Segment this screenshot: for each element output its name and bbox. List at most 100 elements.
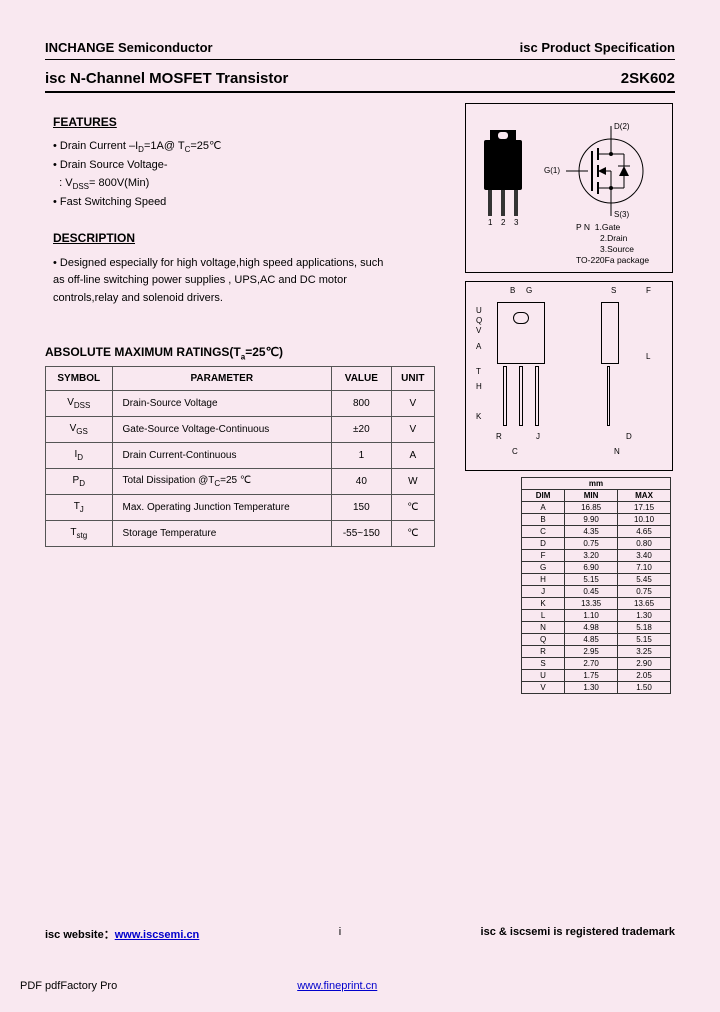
dim-cell: J xyxy=(522,586,565,598)
table-row: A16.8517.15 xyxy=(522,502,671,514)
col-parameter: PARAMETER xyxy=(112,366,332,390)
dim-cell: Q xyxy=(522,634,565,646)
cell-unit: W xyxy=(391,468,434,494)
table-row: TJMax. Operating Junction Temperature150… xyxy=(46,494,435,520)
cell-value: 800 xyxy=(332,390,392,416)
dim-cell: 5.15 xyxy=(565,574,618,586)
dim-cell: 17.15 xyxy=(618,502,671,514)
dim-cell: G xyxy=(522,562,565,574)
cell-value: 40 xyxy=(332,468,392,494)
mech-front-view xyxy=(491,302,551,447)
table-row: PDTotal Dissipation @TC=25 ℃40W xyxy=(46,468,435,494)
pdf-footer: PDF pdfFactory Pro www.fineprint.cn xyxy=(20,980,700,992)
table-row: TstgStorage Temperature-55~150℃ xyxy=(46,520,435,546)
dim-cell: 2.70 xyxy=(565,658,618,670)
dim-cell: D xyxy=(522,538,565,550)
dim-cell: 4.35 xyxy=(565,526,618,538)
datasheet-page: INCHANGE Semiconductor isc Product Speci… xyxy=(0,0,720,1012)
pdf-label: PDF pdfFactory Pro xyxy=(20,980,117,992)
table-row: F3.203.40 xyxy=(522,550,671,562)
dim-header: mm xyxy=(522,478,671,490)
schematic-symbol: D(2) G(1) S(3) xyxy=(566,126,656,216)
table-row: Q4.855.15 xyxy=(522,634,671,646)
cell-value: ±20 xyxy=(332,416,392,442)
dim-cell: A xyxy=(522,502,565,514)
cell-value: 1 xyxy=(332,442,392,468)
table-row: V1.301.50 xyxy=(522,682,671,694)
fineprint-link[interactable]: www.fineprint.cn xyxy=(297,980,377,992)
dim-col: DIM xyxy=(522,490,565,502)
dim-cell: 5.15 xyxy=(618,634,671,646)
col-symbol: SYMBOL xyxy=(46,366,113,390)
mech-side-view xyxy=(601,302,651,447)
cell-symbol: Tstg xyxy=(46,520,113,546)
header-company: INCHANGE Semiconductor xyxy=(45,40,213,55)
pin-labels: P N 1.Gate 2.Drain 3.Source TO-220Fa pac… xyxy=(576,222,649,266)
cell-symbol: TJ xyxy=(46,494,113,520)
lead-label: 1 xyxy=(488,218,492,227)
cell-symbol: ID xyxy=(46,442,113,468)
cell-unit: ℃ xyxy=(391,494,434,520)
table-row: U1.752.05 xyxy=(522,670,671,682)
col-value: VALUE xyxy=(332,366,392,390)
cell-unit: A xyxy=(391,442,434,468)
table-row: L1.101.30 xyxy=(522,610,671,622)
feature-item: : VDSS= 800V(Min) xyxy=(45,175,385,194)
description-section: DESCRIPTION • Designed especially for hi… xyxy=(45,229,385,307)
package-icon: 1 2 3 xyxy=(480,130,526,210)
table-row: VDSSDrain-Source Voltage800V xyxy=(46,390,435,416)
dim-cell: K xyxy=(522,598,565,610)
footer-right: isc & iscsemi is registered trademark xyxy=(481,926,675,942)
terminal-g: G(1) xyxy=(544,166,560,175)
cell-unit: V xyxy=(391,390,434,416)
dim-cell: 0.75 xyxy=(618,586,671,598)
description-text: • Designed especially for high voltage,h… xyxy=(45,255,385,308)
dim-cell: V xyxy=(522,682,565,694)
table-row: S2.702.90 xyxy=(522,658,671,670)
dim-cell: 1.10 xyxy=(565,610,618,622)
ratings-heading: ABSOLUTE MAXIMUM RATINGS(Ta=25℃) xyxy=(45,345,435,361)
table-row: VGSGate-Source Voltage-Continuous±20V xyxy=(46,416,435,442)
dim-cell: 13.35 xyxy=(565,598,618,610)
dim-cell: 13.65 xyxy=(618,598,671,610)
table-row: N4.985.18 xyxy=(522,622,671,634)
cell-symbol: VGS xyxy=(46,416,113,442)
pin-row: P N 1.Gate xyxy=(576,222,649,233)
cell-symbol: VDSS xyxy=(46,390,113,416)
page-header: INCHANGE Semiconductor isc Product Speci… xyxy=(45,40,675,55)
dim-cell: H xyxy=(522,574,565,586)
dim-cell: N xyxy=(522,622,565,634)
footer-left: isc website：www.iscsemi.cn xyxy=(45,926,199,942)
dim-cell: S xyxy=(522,658,565,670)
cell-value: -55~150 xyxy=(332,520,392,546)
pin-row: 3.Source xyxy=(576,244,649,255)
dim-cell: 2.05 xyxy=(618,670,671,682)
dim-cell: 3.40 xyxy=(618,550,671,562)
dim-cell: 7.10 xyxy=(618,562,671,574)
ratings-table: SYMBOL PARAMETER VALUE UNIT VDSSDrain-So… xyxy=(45,366,435,547)
cell-value: 150 xyxy=(332,494,392,520)
product-title: isc N-Channel MOSFET Transistor xyxy=(45,70,288,87)
table-row: R2.953.25 xyxy=(522,646,671,658)
dim-cell: 0.45 xyxy=(565,586,618,598)
table-row: K13.3513.65 xyxy=(522,598,671,610)
dim-cell: 0.80 xyxy=(618,538,671,550)
dim-cell: 1.30 xyxy=(565,682,618,694)
terminal-s: S(3) xyxy=(614,210,629,219)
dim-cell: 1.50 xyxy=(618,682,671,694)
cell-param: Storage Temperature xyxy=(112,520,332,546)
table-row: D0.750.80 xyxy=(522,538,671,550)
feature-item: • Drain Source Voltage- xyxy=(45,157,385,175)
dim-cell: 2.90 xyxy=(618,658,671,670)
dim-cell: 2.95 xyxy=(565,646,618,658)
dim-cell: C xyxy=(522,526,565,538)
dim-col: MAX xyxy=(618,490,671,502)
dim-cell: 3.20 xyxy=(565,550,618,562)
divider-thick xyxy=(45,91,675,93)
dimensions-table: mm DIM MIN MAX A16.8517.15B9.9010.10C4.3… xyxy=(521,477,671,694)
title-row: isc N-Channel MOSFET Transistor 2SK602 xyxy=(45,70,675,87)
cell-param: Drain Current-Continuous xyxy=(112,442,332,468)
dim-cell: B xyxy=(522,514,565,526)
website-link[interactable]: www.iscsemi.cn xyxy=(115,929,200,941)
dim-cell: U xyxy=(522,670,565,682)
